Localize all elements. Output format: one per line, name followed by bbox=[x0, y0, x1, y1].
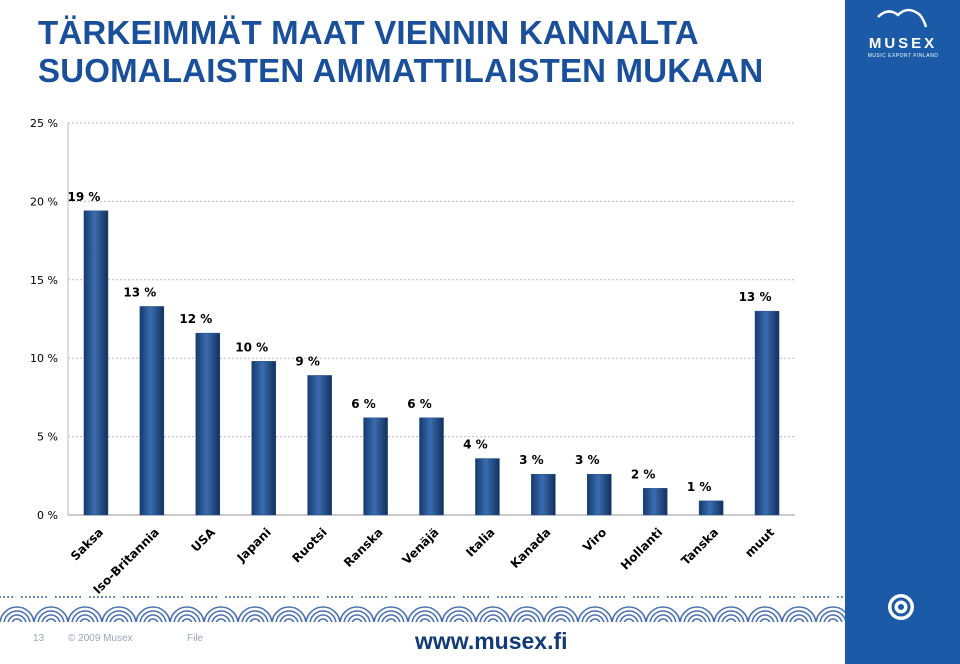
y-tick-label: 0 % bbox=[37, 509, 58, 522]
bar bbox=[139, 306, 165, 516]
logo-icon bbox=[877, 8, 928, 28]
bar bbox=[642, 488, 668, 516]
y-tick-label: 5 % bbox=[37, 431, 58, 444]
bar bbox=[83, 210, 109, 516]
bar bbox=[363, 417, 388, 516]
icon bbox=[891, 597, 911, 617]
x-tick-label: USA bbox=[188, 525, 218, 555]
bar bbox=[754, 310, 780, 516]
value-label: 19 % bbox=[68, 190, 101, 204]
wave-pattern bbox=[0, 596, 845, 622]
value-label: 9 % bbox=[295, 354, 320, 368]
side-panel bbox=[845, 0, 960, 664]
x-tick-label: Japani bbox=[234, 525, 274, 565]
chart-title: TÄRKEIMMÄT MAAT VIENNIN KANNALTA SUOMALA… bbox=[38, 14, 764, 89]
value-label: 12 % bbox=[179, 312, 212, 326]
x-tick-label: Kanada bbox=[508, 525, 554, 571]
y-tick-label: 15 % bbox=[30, 274, 58, 287]
bar bbox=[587, 473, 612, 516]
bar bbox=[475, 458, 500, 516]
x-tick-label: Tanska bbox=[678, 525, 721, 568]
x-tick-label: Italia bbox=[463, 525, 497, 559]
url: www.musex.fi bbox=[415, 628, 568, 654]
x-tick-label: Venäjä bbox=[399, 525, 441, 567]
value-label: 6 % bbox=[351, 397, 376, 411]
y-tick-label: 20 % bbox=[30, 195, 58, 208]
bar bbox=[698, 500, 724, 516]
logo: MUSEX bbox=[868, 35, 938, 52]
page-number: 13 bbox=[33, 633, 45, 644]
x-tick-label: Ruotsi bbox=[289, 525, 329, 565]
bar bbox=[531, 473, 556, 516]
value-label: 13 % bbox=[739, 290, 772, 304]
bar bbox=[307, 375, 332, 516]
value-label: 2 % bbox=[631, 467, 656, 481]
value-label: 10 % bbox=[235, 340, 268, 354]
x-tick-label: Ranska bbox=[341, 525, 386, 570]
value-label: 3 % bbox=[575, 453, 600, 467]
value-label: 3 % bbox=[519, 453, 544, 467]
value-label: 4 % bbox=[463, 438, 488, 452]
value-label: 13 % bbox=[123, 285, 156, 299]
file-label: File bbox=[187, 633, 204, 644]
value-label: 6 % bbox=[407, 397, 432, 411]
x-tick-label: Viro bbox=[580, 525, 609, 554]
value-label: 1 % bbox=[687, 480, 712, 494]
copyright: © 2009 Musex bbox=[68, 633, 133, 644]
icon bbox=[898, 604, 904, 610]
x-tick-label: Saksa bbox=[68, 525, 106, 563]
bar bbox=[419, 417, 444, 516]
x-tick-label: Hollanti bbox=[618, 525, 665, 572]
bar bbox=[251, 361, 276, 516]
logo-subtitle: MUSIC EXPORT FINLAND bbox=[867, 53, 939, 59]
y-tick-label: 10 % bbox=[30, 352, 58, 365]
y-tick-label: 25 % bbox=[30, 117, 58, 130]
x-tick-label: muut bbox=[742, 525, 777, 560]
bar bbox=[195, 332, 221, 516]
